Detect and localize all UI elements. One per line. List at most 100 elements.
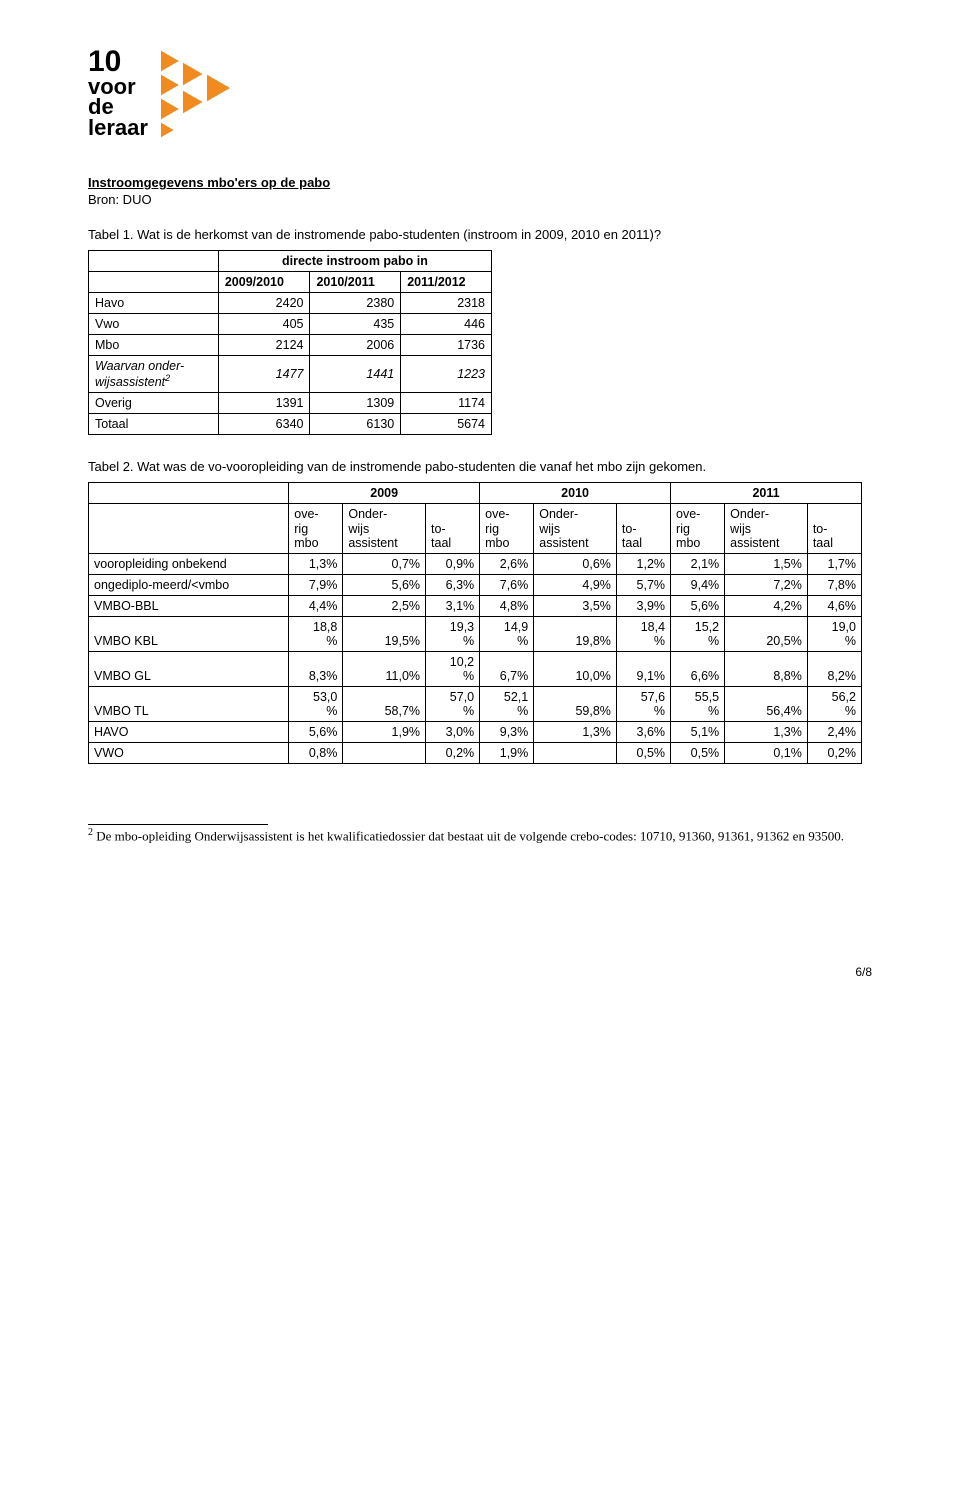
table-2-cell: 0,1%	[725, 743, 808, 764]
footnote-text: De mbo-opleiding Onderwijsassistent is h…	[96, 829, 844, 844]
table-2-cell: 7,8%	[807, 575, 861, 596]
table-2-row-label: ongediplo-meerd/<vmbo	[89, 575, 289, 596]
table-2-cell: 1,2%	[616, 554, 670, 575]
table-2-cell	[343, 743, 426, 764]
table-2-cell: 9,4%	[671, 575, 725, 596]
table-1-row-label: Waarvan onder-wijsassistent2	[89, 356, 219, 393]
table-2-cell: 9,1%	[616, 652, 670, 687]
table-1-cell: 6340	[218, 414, 310, 435]
table-2-cell: 3,5%	[534, 596, 617, 617]
table-2-caption: Tabel 2. Wat was de vo-vooropleiding van…	[88, 459, 872, 474]
table-2-subcol-header: ove-rigmbo	[671, 504, 725, 554]
source-line: Bron: DUO	[88, 192, 872, 207]
table-2-cell: 15,2%	[671, 617, 725, 652]
table-2-cell: 2,6%	[480, 554, 534, 575]
logo-line-4: leraar	[88, 118, 148, 139]
table-2-cell: 58,7%	[343, 687, 426, 722]
table-2-cell: 1,9%	[343, 722, 426, 743]
table-2-cell: 2,1%	[671, 554, 725, 575]
table-2-subcol-header: to-taal	[616, 504, 670, 554]
footnote-separator	[88, 824, 268, 825]
table-2-subcol-header: to-taal	[426, 504, 480, 554]
section-title: Instroomgegevens mbo'ers op de pabo	[88, 175, 872, 190]
table-1-cell: 5674	[401, 414, 492, 435]
table-2-year-0: 2009	[289, 483, 480, 504]
table-2-cell: 3,6%	[616, 722, 670, 743]
table-2-cell: 1,3%	[534, 722, 617, 743]
table-2-cell: 7,2%	[725, 575, 808, 596]
table-2-cell: 53,0%	[289, 687, 343, 722]
table-1-cell: 1736	[401, 335, 492, 356]
logo-triangles-icon	[160, 49, 260, 139]
document-logo: 10 voor de leraar	[88, 48, 872, 139]
table-1-cell: 435	[310, 314, 401, 335]
table-1-cell: 1391	[218, 393, 310, 414]
table-1-blank-header-2	[89, 272, 219, 293]
table-2-subcol-header: Onder-wijsassistent	[343, 504, 426, 554]
logo-line-1: 10	[88, 48, 148, 77]
table-2-cell: 14,9%	[480, 617, 534, 652]
table-2-cell: 5,6%	[671, 596, 725, 617]
table-2-cell: 1,3%	[289, 554, 343, 575]
table-2-cell: 0,8%	[289, 743, 343, 764]
table-2-row-label: VMBO GL	[89, 652, 289, 687]
table-1-row-label: Mbo	[89, 335, 219, 356]
table-1-cell: 1477	[218, 356, 310, 393]
table-2-cell: 8,2%	[807, 652, 861, 687]
table-2-cell: 5,1%	[671, 722, 725, 743]
page-number: 6/8	[88, 965, 872, 979]
table-2-cell: 0,5%	[671, 743, 725, 764]
table-1-year-1: 2010/2011	[310, 272, 401, 293]
table-2-cell: 7,6%	[480, 575, 534, 596]
table-2-cell: 19,0%	[807, 617, 861, 652]
table-2-row-label: VMBO KBL	[89, 617, 289, 652]
table-2-cell: 2,4%	[807, 722, 861, 743]
table-1-cell: 405	[218, 314, 310, 335]
table-2-cell: 10,2%	[426, 652, 480, 687]
table-1-cell: 2380	[310, 293, 401, 314]
table-1-cell: 1223	[401, 356, 492, 393]
table-2-year-2: 2011	[671, 483, 862, 504]
table-1: directe instroom pabo in 2009/2010 2010/…	[88, 250, 492, 435]
table-2-cell: 57,0%	[426, 687, 480, 722]
table-2-row-label: vooropleiding onbekend	[89, 554, 289, 575]
table-2-cell	[534, 743, 617, 764]
table-2-cell: 3,1%	[426, 596, 480, 617]
table-2-cell: 4,2%	[725, 596, 808, 617]
table-1-row-label: Vwo	[89, 314, 219, 335]
logo-text: 10 voor de leraar	[88, 48, 148, 139]
table-2-cell: 4,6%	[807, 596, 861, 617]
table-2-cell: 5,6%	[289, 722, 343, 743]
table-1-row-label: Totaal	[89, 414, 219, 435]
table-2-cell: 52,1%	[480, 687, 534, 722]
table-2-cell: 56,4%	[725, 687, 808, 722]
table-2-cell: 18,4%	[616, 617, 670, 652]
table-1-year-0: 2009/2010	[218, 272, 310, 293]
table-2-cell: 1,3%	[725, 722, 808, 743]
table-1-cell: 2420	[218, 293, 310, 314]
table-2-cell: 4,8%	[480, 596, 534, 617]
table-2-cell: 56,2%	[807, 687, 861, 722]
table-1-cell: 446	[401, 314, 492, 335]
table-2-cell: 0,5%	[616, 743, 670, 764]
table-2-cell: 4,4%	[289, 596, 343, 617]
table-2-cell: 0,9%	[426, 554, 480, 575]
table-2: 2009 2010 2011 ove-rigmbo Onder-wijsassis…	[88, 482, 862, 764]
table-2-cell: 11,0%	[343, 652, 426, 687]
table-2-subcol-header: ove-rigmbo	[480, 504, 534, 554]
table-2-row-label: VMBO-BBL	[89, 596, 289, 617]
table-2-year-1: 2010	[480, 483, 671, 504]
table-2-cell: 0,6%	[534, 554, 617, 575]
table-1-year-2: 2011/2012	[401, 272, 492, 293]
table-2-cell: 8,8%	[725, 652, 808, 687]
table-2-cell: 5,6%	[343, 575, 426, 596]
footnote-number: 2	[88, 827, 93, 838]
table-2-cell: 19,3%	[426, 617, 480, 652]
table-1-blank-header	[89, 251, 219, 272]
table-2-blank-subheader	[89, 504, 289, 554]
footnote: 2 De mbo-opleiding Onderwijsassistent is…	[88, 827, 872, 844]
table-2-row-label: VMBO TL	[89, 687, 289, 722]
table-2-cell: 3,0%	[426, 722, 480, 743]
table-2-cell: 6,7%	[480, 652, 534, 687]
table-2-row-label: HAVO	[89, 722, 289, 743]
